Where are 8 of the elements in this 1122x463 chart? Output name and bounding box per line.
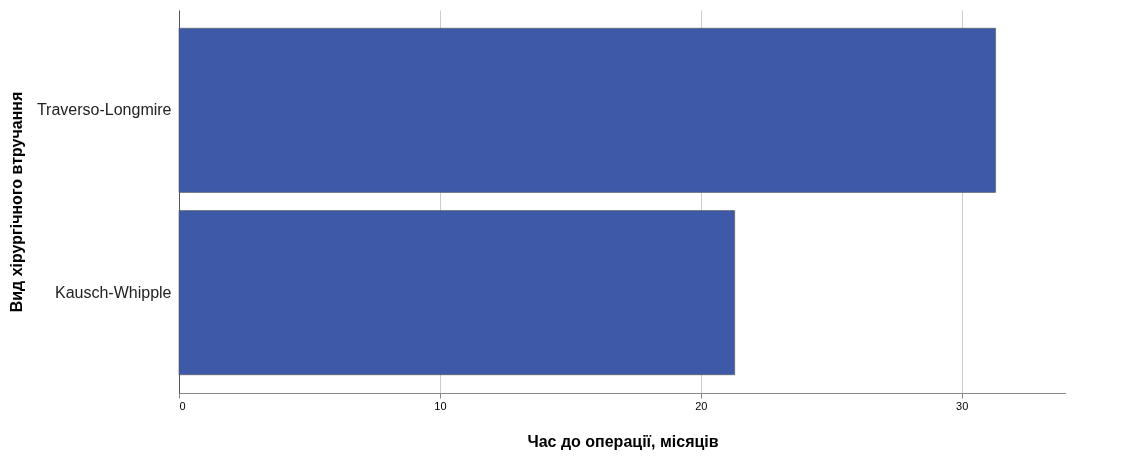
y-axis-title: Вид хірургічного втручання — [7, 91, 25, 313]
x-tick-label: 30 — [956, 399, 969, 412]
x-tick-label: 10 — [434, 399, 447, 412]
y-tick-label: Traverso-Longmire — [36, 101, 172, 119]
x-tick-label: 0 — [179, 399, 186, 412]
x-tick-label: 20 — [695, 399, 708, 412]
y-tick-label: Kausch-Whipple — [55, 283, 172, 301]
x-axis-title: Час до операції, місяців — [527, 432, 719, 450]
